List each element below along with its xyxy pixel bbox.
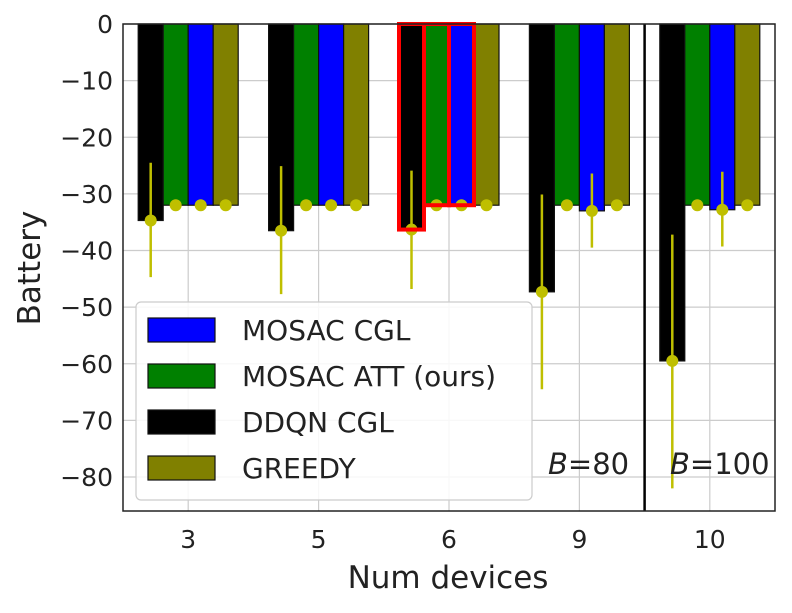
budget-annotation-1: B=100 bbox=[670, 447, 770, 481]
bar-mosac-att-ours-6 bbox=[423, 23, 450, 206]
mean-marker-mosac-cgl-10 bbox=[716, 203, 729, 216]
bar-greedy-9 bbox=[603, 23, 631, 206]
y-tick-label-5: −50 bbox=[60, 293, 113, 322]
budget-annotation-value-1: =100 bbox=[690, 447, 770, 481]
mean-marker-greedy-10 bbox=[741, 199, 754, 212]
mean-marker-ddqn-cgl-5 bbox=[275, 224, 288, 237]
y-tick-label-1: −10 bbox=[60, 67, 113, 96]
bar-mosac-cgl-3 bbox=[187, 23, 214, 206]
bar-greedy-5 bbox=[343, 23, 370, 206]
budget-annotations: B=80 B=100 bbox=[548, 447, 770, 481]
mean-marker-mosac-att-ours-3 bbox=[169, 199, 182, 212]
budget-annotation-symbol-1: B bbox=[670, 447, 690, 481]
bar-greedy-6 bbox=[473, 23, 500, 206]
legend: MOSAC CGL MOSAC ATT (ours) DDQN CGL GREEDY bbox=[135, 301, 533, 501]
mean-marker-ddqn-cgl-9 bbox=[535, 285, 548, 298]
bars-layer bbox=[137, 23, 761, 362]
budget-annotation-value-0: =80 bbox=[568, 447, 629, 481]
x-tick-label-5: 5 bbox=[311, 525, 327, 554]
errorbars-layer bbox=[144, 162, 754, 489]
mean-marker-greedy-3 bbox=[219, 199, 232, 212]
legend-swatch-mosac-att-ours bbox=[147, 363, 216, 389]
y-tick-label-4: −40 bbox=[60, 237, 113, 266]
y-tick-label-2: −20 bbox=[60, 123, 113, 152]
x-tick-label-6: 6 bbox=[441, 525, 457, 554]
mean-marker-mosac-att-ours-10 bbox=[691, 199, 704, 212]
legend-label-greedy: GREEDY bbox=[242, 452, 357, 485]
mean-marker-ddqn-cgl-3 bbox=[144, 214, 157, 227]
y-axis-ticks: 0 −10 −20 −30 −40 −50 −60 −70 −80 bbox=[60, 10, 113, 492]
mean-marker-ddqn-cgl-10 bbox=[666, 354, 679, 367]
legend-box bbox=[135, 301, 533, 501]
legend-swatch-greedy bbox=[147, 455, 216, 481]
mean-marker-mosac-att-ours-9 bbox=[560, 199, 573, 212]
bar-mosac-att-ours-9 bbox=[553, 23, 581, 206]
mean-marker-mosac-cgl-9 bbox=[585, 204, 598, 217]
bar-greedy-10 bbox=[734, 23, 761, 206]
x-tick-label-9: 9 bbox=[571, 525, 587, 554]
y-tick-label-6: −60 bbox=[60, 350, 113, 379]
y-tick-label-8: −80 bbox=[60, 463, 113, 492]
mean-marker-mosac-att-ours-5 bbox=[300, 199, 313, 212]
bar-greedy-3 bbox=[212, 23, 239, 206]
y-tick-label-3: −30 bbox=[60, 180, 113, 209]
x-axis-ticks: 3 5 6 9 10 bbox=[180, 525, 725, 554]
bar-mosac-att-ours-10 bbox=[684, 23, 711, 206]
plot-frame bbox=[122, 23, 776, 512]
x-tick-label-10: 10 bbox=[694, 525, 726, 554]
y-tick-label-0: 0 bbox=[97, 10, 113, 39]
y-axis-label: Battery bbox=[12, 211, 48, 326]
legend-swatch-ddqn-cgl bbox=[147, 409, 216, 435]
x-axis-label: Num devices bbox=[348, 560, 549, 596]
x-tick-label-3: 3 bbox=[180, 525, 196, 554]
legend-label-mosac-att-ours: MOSAC ATT (ours) bbox=[242, 360, 496, 393]
budget-annotation-symbol-0: B bbox=[548, 447, 568, 481]
y-tick-label-7: −70 bbox=[60, 406, 113, 435]
budget-annotation-0: B=80 bbox=[548, 447, 629, 481]
bar-mosac-cgl-5 bbox=[318, 23, 345, 206]
mean-marker-greedy-5 bbox=[350, 199, 363, 212]
legend-label-ddqn-cgl: DDQN CGL bbox=[242, 406, 394, 439]
mean-marker-greedy-6 bbox=[480, 199, 493, 212]
legend-label-mosac-cgl: MOSAC CGL bbox=[242, 314, 411, 347]
mean-marker-mosac-cgl-3 bbox=[194, 199, 207, 212]
bar-mosac-cgl-6 bbox=[448, 23, 475, 206]
bar-mosac-att-ours-5 bbox=[293, 23, 320, 206]
bar-mosac-att-ours-3 bbox=[162, 23, 189, 206]
legend-swatch-mosac-cgl bbox=[147, 317, 216, 343]
mean-marker-mosac-cgl-5 bbox=[325, 199, 338, 212]
mean-marker-greedy-9 bbox=[610, 199, 623, 212]
